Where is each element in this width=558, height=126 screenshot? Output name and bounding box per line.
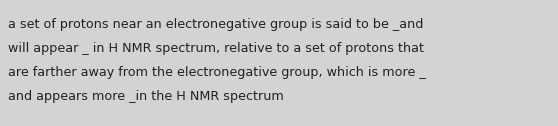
Text: will appear _ in H NMR spectrum, relative to a set of protons that: will appear _ in H NMR spectrum, relativ… [8, 42, 424, 55]
Text: are farther away from the electronegative group, which is more _: are farther away from the electronegativ… [8, 66, 426, 79]
Text: and appears more _in the H NMR spectrum: and appears more _in the H NMR spectrum [8, 90, 284, 103]
Text: a set of protons near an electronegative group is said to be _and: a set of protons near an electronegative… [8, 18, 424, 31]
